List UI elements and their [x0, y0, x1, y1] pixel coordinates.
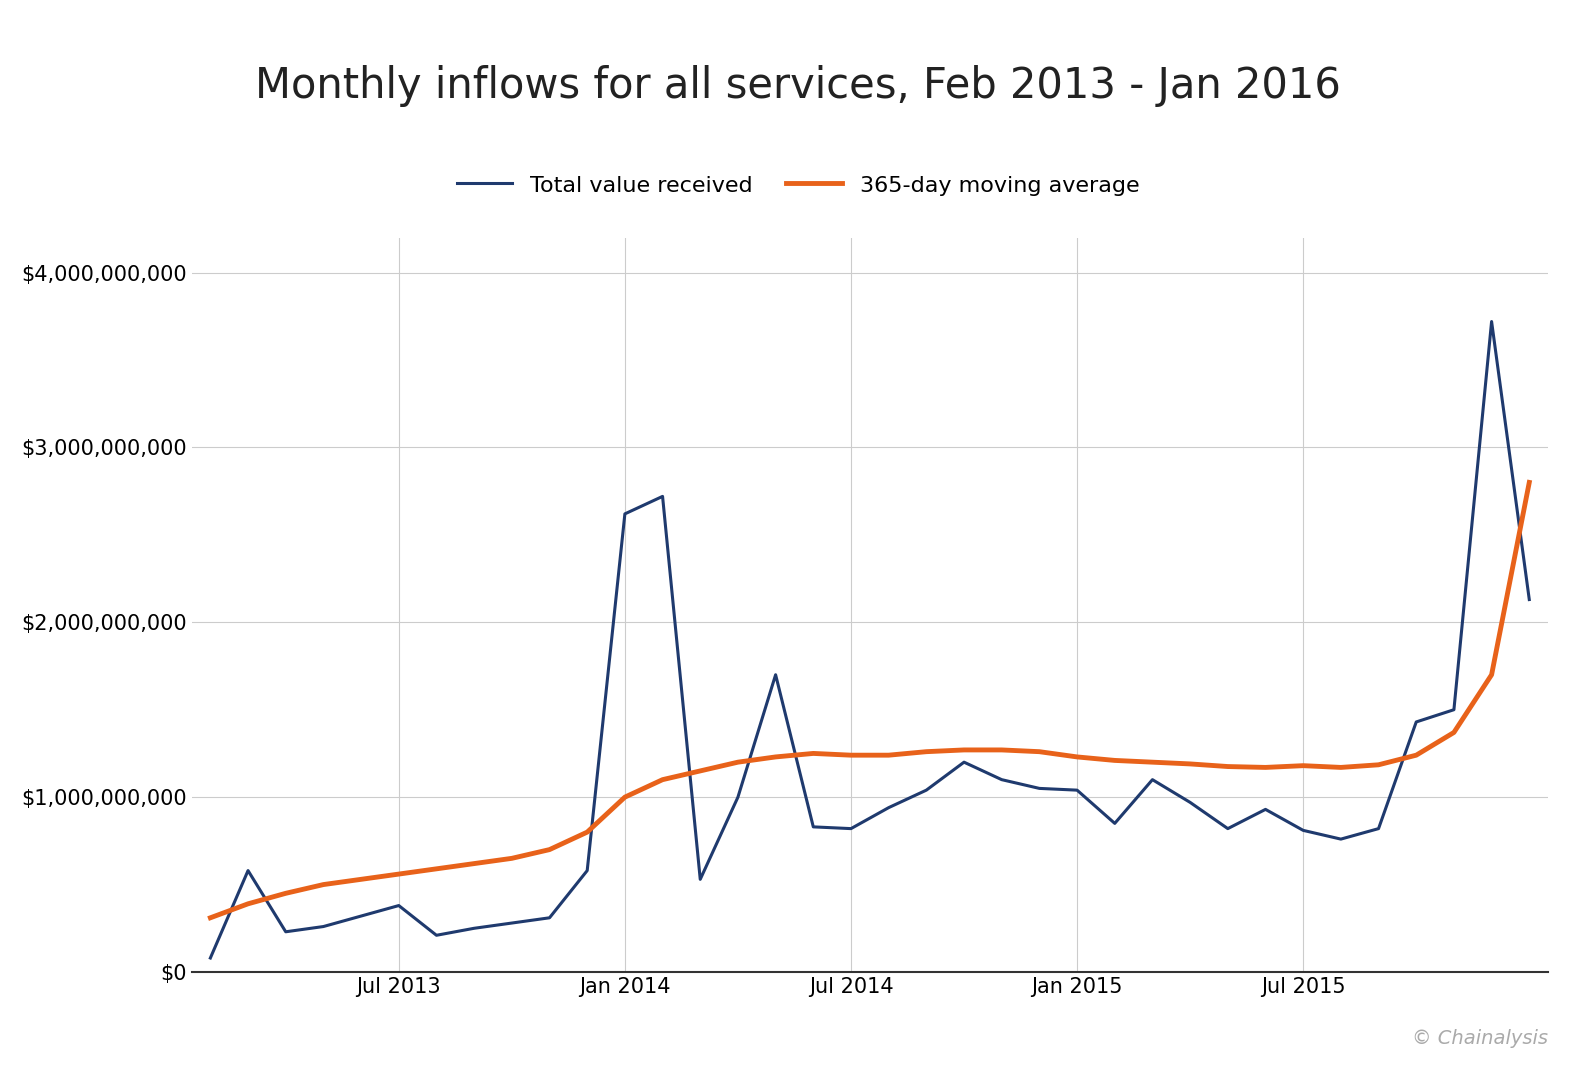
365-day moving average [1104, 754, 1124, 767]
Total value received [539, 912, 559, 924]
365-day moving average [1331, 761, 1350, 774]
Line: Total value received: Total value received [211, 322, 1529, 958]
365-day moving average [1406, 748, 1425, 761]
365-day moving average [691, 765, 710, 778]
Total value received [653, 490, 672, 503]
Total value received [201, 951, 220, 964]
365-day moving average [1519, 476, 1539, 489]
365-day moving average [916, 745, 935, 758]
Total value received [766, 669, 785, 681]
Total value received [238, 864, 257, 877]
365-day moving average [238, 897, 257, 910]
365-day moving average [616, 791, 635, 804]
Total value received [1483, 315, 1502, 328]
365-day moving average [728, 756, 747, 769]
365-day moving average [1029, 745, 1049, 758]
Total value received [351, 909, 370, 922]
365-day moving average [539, 843, 559, 856]
365-day moving average [351, 873, 370, 886]
365-day moving average [314, 878, 334, 891]
Legend: Total value received, 365-day moving average: Total value received, 365-day moving ave… [445, 162, 1151, 207]
365-day moving average [993, 743, 1012, 756]
Line: 365-day moving average: 365-day moving average [211, 483, 1529, 918]
365-day moving average [1143, 756, 1162, 769]
365-day moving average [1483, 669, 1502, 681]
Text: © Chainalysis: © Chainalysis [1412, 1028, 1548, 1048]
Total value received [954, 756, 974, 769]
365-day moving average [389, 867, 409, 880]
365-day moving average [879, 748, 899, 761]
Total value received [276, 926, 295, 939]
365-day moving average [464, 858, 484, 870]
365-day moving average [954, 743, 974, 756]
365-day moving average [1218, 760, 1237, 773]
365-day moving average [276, 887, 295, 900]
Total value received [1256, 802, 1275, 815]
365-day moving average [503, 852, 522, 865]
Total value received [1218, 822, 1237, 835]
Text: Monthly inflows for all services, Feb 2013 - Jan 2016: Monthly inflows for all services, Feb 20… [255, 65, 1341, 107]
Total value received [879, 801, 899, 814]
Total value received [841, 822, 860, 835]
Total value received [1406, 715, 1425, 728]
Total value received [389, 899, 409, 912]
Total value received [503, 917, 522, 930]
Total value received [804, 821, 824, 834]
365-day moving average [1181, 757, 1200, 770]
365-day moving average [1294, 759, 1314, 772]
Total value received [1519, 593, 1539, 606]
365-day moving average [1369, 758, 1389, 771]
Total value received [728, 791, 747, 804]
365-day moving average [1256, 761, 1275, 774]
Total value received [578, 864, 597, 877]
Total value received [916, 784, 935, 797]
365-day moving average [766, 751, 785, 764]
365-day moving average [578, 825, 597, 838]
Total value received [1143, 773, 1162, 786]
Total value received [1294, 824, 1314, 837]
Total value received [426, 929, 445, 942]
Total value received [464, 922, 484, 935]
Total value received [993, 773, 1012, 786]
365-day moving average [804, 747, 824, 760]
Total value received [691, 873, 710, 886]
Total value received [1369, 822, 1389, 835]
365-day moving average [1068, 751, 1087, 764]
Total value received [1068, 784, 1087, 797]
Total value received [616, 508, 635, 521]
365-day moving average [841, 748, 860, 761]
365-day moving average [426, 862, 445, 875]
Total value received [1331, 833, 1350, 846]
365-day moving average [653, 773, 672, 786]
365-day moving average [201, 912, 220, 924]
Total value received [1444, 703, 1464, 716]
365-day moving average [1444, 726, 1464, 739]
Total value received [314, 920, 334, 933]
Total value received [1181, 796, 1200, 809]
Total value received [1104, 816, 1124, 829]
Total value received [1029, 782, 1049, 795]
